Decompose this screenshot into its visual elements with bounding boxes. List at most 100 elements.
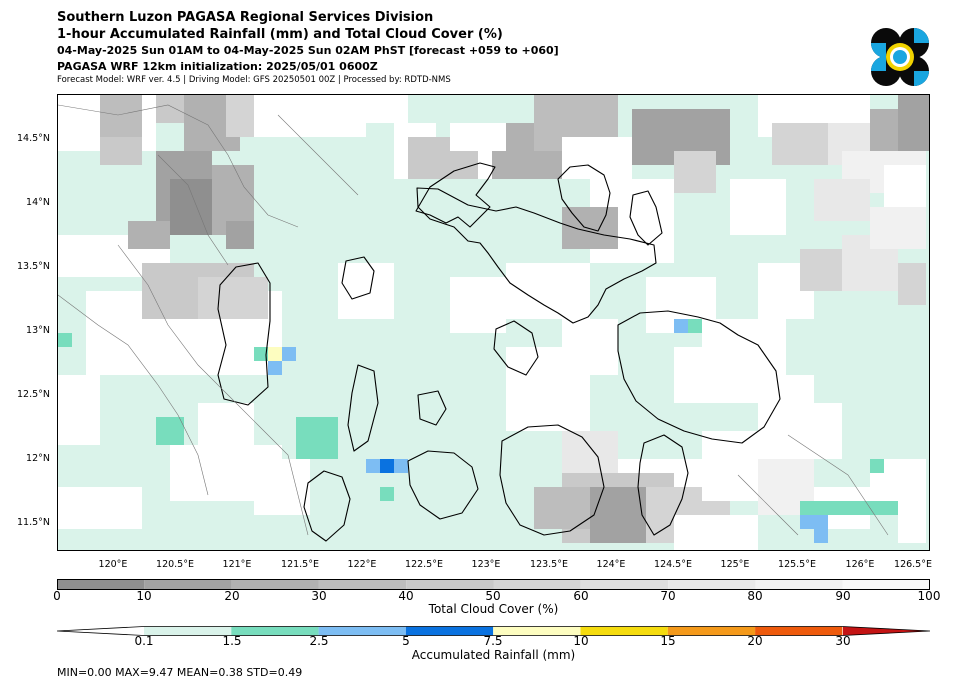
rain-cell <box>674 319 688 333</box>
forecast-period: 04-May-2025 Sun 01AM to 04-May-2025 Sun … <box>57 44 559 57</box>
cloud-tick: 30 <box>311 589 327 603</box>
cloud-tick: 0 <box>53 589 61 603</box>
cloud-cell <box>674 347 730 403</box>
initialization-line: PAGASA WRF 12km initialization: 2025/05/… <box>57 60 378 73</box>
rain-cell <box>380 487 394 501</box>
cloud-cell <box>562 431 618 473</box>
rain-bar-extend-low <box>57 626 144 636</box>
cloud-cell <box>786 403 842 459</box>
rain-cell <box>800 501 898 515</box>
cloud-bar-segment <box>318 579 407 590</box>
rain-tick: 5 <box>402 634 410 648</box>
cloud-cell <box>128 221 170 249</box>
rain-cell <box>366 459 380 473</box>
cloud-cell <box>814 179 870 221</box>
rain-tick: 7.5 <box>483 634 503 648</box>
rain-cell <box>800 515 828 529</box>
cloud-cell <box>800 249 842 291</box>
model-info: Forecast Model: WRF ver. 4.5 | Driving M… <box>57 75 451 85</box>
rain-tick: 15 <box>660 634 676 648</box>
cloud-tick: 80 <box>747 589 763 603</box>
cloud-cell <box>562 207 618 249</box>
rain-bar-extend-high <box>843 626 930 636</box>
rain-tick: 0.1 <box>134 634 154 648</box>
cloud-cell <box>674 515 758 550</box>
cloud-bar-segment <box>668 579 756 590</box>
lon-label: 123.5°E <box>530 559 568 570</box>
lon-label: 124.5°E <box>654 559 692 570</box>
cloud-bar-segment <box>755 579 843 590</box>
lon-label: 122.5°E <box>405 559 443 570</box>
rain-cell <box>296 417 338 459</box>
rain-bar-segment <box>493 626 581 636</box>
rain-tick: 10 <box>573 634 589 648</box>
lon-label: 120.5°E <box>156 559 194 570</box>
title-line-2: 1-hour Accumulated Rainfall (mm) and Tot… <box>57 27 503 42</box>
cloud-cover-layer <box>58 95 929 550</box>
provincial-boundaries <box>58 104 889 536</box>
rainfall-colorbar <box>57 626 930 636</box>
lon-label: 122°E <box>347 559 377 570</box>
cloud-cell <box>100 95 142 137</box>
cloud-cell <box>58 375 100 445</box>
rainfall-label: Accumulated Rainfall (mm) <box>411 648 576 662</box>
rain-bar-segment <box>231 626 319 636</box>
cloud-bar-segment <box>493 579 581 590</box>
cloud-cell <box>254 459 310 515</box>
rain-cell <box>156 417 184 445</box>
cloud-bar-segment <box>842 579 930 590</box>
cloud-tick: 70 <box>660 589 676 603</box>
cloud-cell <box>898 487 926 543</box>
rain-bar-segment <box>667 626 756 636</box>
rain-cell <box>870 459 884 473</box>
lat-label: 12°N <box>26 453 50 464</box>
cloud-cell <box>450 123 506 151</box>
rain-tick: 2.5 <box>309 634 329 648</box>
cloud-cell <box>730 179 786 235</box>
rain-tick: 1.5 <box>222 634 242 648</box>
cloud-cell <box>562 137 632 179</box>
cloud-tick: 50 <box>485 589 501 603</box>
lat-label: 13°N <box>26 325 50 336</box>
rain-cell <box>282 347 296 361</box>
rain-cell <box>254 347 268 361</box>
lon-label: 126.5°E <box>894 559 932 570</box>
cloud-cell <box>674 151 716 193</box>
cloud-cell <box>100 137 142 165</box>
cloud-tick: 100 <box>917 589 941 603</box>
cloud-cover-colorbar <box>57 579 930 590</box>
lon-label: 121.5°E <box>281 559 319 570</box>
lon-label: 123°E <box>471 559 501 570</box>
pagasa-logo-icon <box>871 28 929 86</box>
cloud-cell <box>506 347 590 431</box>
cloud-tick: 60 <box>573 589 589 603</box>
cloud-cell <box>198 403 254 445</box>
rain-cell <box>814 529 828 543</box>
cloud-cell <box>226 221 254 249</box>
rain-cell <box>380 459 394 473</box>
rain-cell <box>268 347 282 361</box>
cloud-cell <box>450 277 506 333</box>
rainfall-cloud-map[interactable] <box>57 94 930 551</box>
cloud-bar-segment <box>580 579 669 590</box>
rain-bar-segment <box>580 626 668 636</box>
cloud-bar-segment <box>406 579 494 590</box>
lat-label: 11.5°N <box>16 517 50 528</box>
lat-label: 13.5°N <box>16 261 50 272</box>
rain-cell <box>688 319 702 333</box>
lat-label: 14°N <box>26 197 50 208</box>
lat-label: 12.5°N <box>16 389 50 400</box>
rain-bar-segment <box>405 626 494 636</box>
cloud-cell <box>898 95 929 151</box>
lat-label: 14.5°N <box>16 133 50 144</box>
cloud-cell <box>58 487 142 529</box>
rain-tick: 20 <box>747 634 763 648</box>
cloud-bar-segment <box>57 579 145 590</box>
lon-label: 120°E <box>98 559 128 570</box>
cloud-cover-label: Total Cloud Cover (%) <box>428 602 559 616</box>
cloud-cell <box>506 263 590 319</box>
map-canvas <box>58 95 929 550</box>
cloud-cell <box>870 207 926 249</box>
rain-tick: 30 <box>835 634 851 648</box>
lon-label: 126°E <box>845 559 875 570</box>
